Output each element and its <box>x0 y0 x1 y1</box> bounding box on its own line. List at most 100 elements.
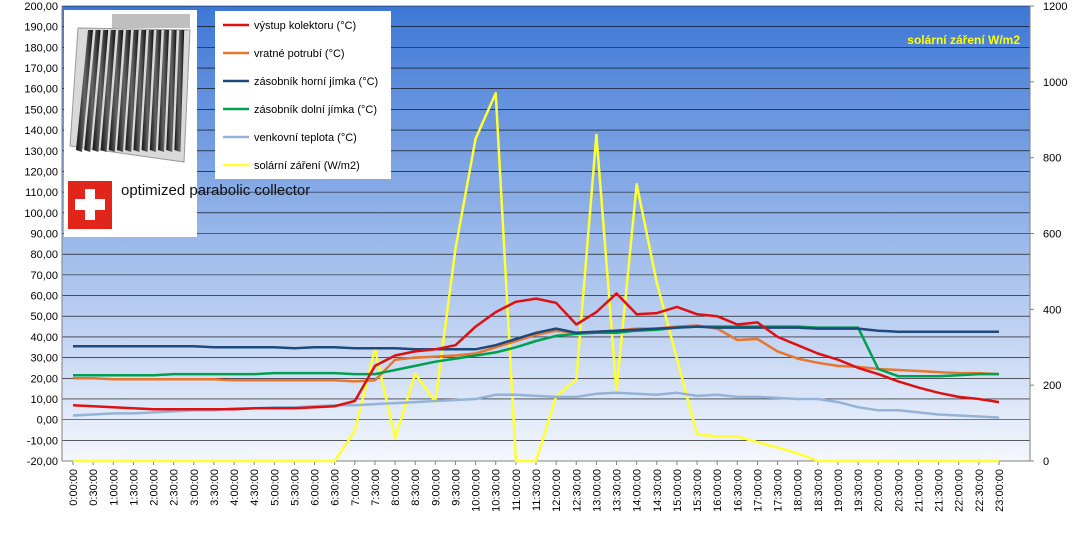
y-right-tick-label: 600 <box>1043 229 1061 241</box>
x-tick-label: 1:30:00 <box>128 469 140 506</box>
collector-tube <box>92 30 109 152</box>
y-tick-label: 30,00 <box>30 353 58 365</box>
y-tick-label: 50,00 <box>30 311 58 323</box>
x-tick-label: 16:30:00 <box>732 469 744 512</box>
legend-label: vratné potrubí (°C) <box>254 48 345 60</box>
x-axis-ticks: 0:00:00 0:30:00 1:00:00 1:30:00 2:00:00 2:30:… <box>68 461 1006 512</box>
x-tick-label: 15:00:00 <box>672 469 684 512</box>
x-tick-label: 7:00:00 <box>350 469 362 506</box>
x-tick-label: 2:30:00 <box>169 469 181 506</box>
y-right-tick-label: 200 <box>1043 380 1061 392</box>
inset-caption: optimized parabolic collector <box>121 182 310 199</box>
y-tick-label: 200,00 <box>24 1 58 13</box>
x-tick-label: 11:00:00 <box>511 469 523 511</box>
x-tick-label: 22:30:00 <box>974 469 986 512</box>
collector-tube <box>141 30 154 152</box>
inset-image: optimized parabolic collector <box>64 10 310 237</box>
collector-illustration <box>69 14 191 163</box>
x-tick-label: 18:00:00 <box>793 469 805 512</box>
y-tick-label: 180,00 <box>24 42 58 54</box>
y-tick-label: 130,00 <box>24 146 58 158</box>
x-tick-label: 21:00:00 <box>913 469 925 512</box>
x-tick-label: 11:30:00 <box>531 469 543 511</box>
legend-label: venkovní teplota (°C) <box>254 132 357 144</box>
x-tick-label: 3:00:00 <box>189 469 201 506</box>
x-tick-label: 19:00:00 <box>833 469 845 512</box>
x-tick-label: 6:00:00 <box>310 469 322 506</box>
y-right-tick-label: 1000 <box>1043 77 1067 89</box>
series-group <box>72 91 1000 463</box>
collector-tube <box>76 30 93 152</box>
legend: výstup kolektoru (°C) vratné potrubí (°C)… <box>215 11 391 179</box>
x-tick-label: 19:30:00 <box>853 469 865 512</box>
x-tick-label: 7:30:00 <box>370 469 382 506</box>
collector-tube <box>125 30 139 152</box>
collector-tube <box>174 30 185 152</box>
x-tick-label: 2:00:00 <box>149 469 161 506</box>
x-tick-label: 9:30:00 <box>450 469 462 506</box>
collector-tube <box>117 30 131 152</box>
x-tick-label: 9:00:00 <box>430 469 442 506</box>
y-right-tick-label: 800 <box>1043 153 1061 165</box>
y-tick-label: 100,00 <box>24 208 58 220</box>
x-tick-label: 5:30:00 <box>289 469 301 506</box>
x-tick-label: 12:00:00 <box>551 469 563 512</box>
y-right-axis-ticks: 1200 1000 800 600 400 200 0 <box>1030 1 1067 468</box>
y-tick-label: 190,00 <box>24 22 58 34</box>
x-tick-label: 0:30:00 <box>88 469 100 506</box>
x-tick-label: 4:30:00 <box>249 469 261 506</box>
collector-tube <box>149 30 162 152</box>
y-tick-label: 40,00 <box>30 332 58 344</box>
y-tick-label: 160,00 <box>24 84 58 96</box>
y-axis-ticks: 200,00 190,00 180,00 170,00 160,00 150,00 140,… <box>24 1 58 468</box>
x-tick-label: 16:00:00 <box>712 469 724 512</box>
x-tick-label: 8:30:00 <box>410 469 422 506</box>
series-line-vystup-kolektoru-c <box>72 292 1000 411</box>
x-tick-label: 14:30:00 <box>652 469 664 512</box>
y-tick-label: 140,00 <box>24 125 58 137</box>
collector-tube <box>133 30 147 152</box>
series-line-solarni-zareni-w-m2 <box>73 91 999 463</box>
x-tick-label: 20:00:00 <box>873 469 885 512</box>
y-right-tick-label: 400 <box>1043 304 1061 316</box>
x-tick-label: 3:30:00 <box>209 469 221 506</box>
x-tick-label: 23:00:00 <box>994 469 1006 512</box>
x-tick-label: 21:30:00 <box>934 469 946 512</box>
x-tick-label: 14:00:00 <box>632 469 644 512</box>
collector-tube <box>158 30 169 152</box>
legend-label: solární záření (W/m2) <box>254 160 360 172</box>
legend-label: výstup kolektoru (°C) <box>254 20 356 32</box>
x-tick-label: 17:00:00 <box>752 469 764 512</box>
y-tick-label: 70,00 <box>30 270 58 282</box>
collector-tube <box>84 30 101 152</box>
y-tick-label: 20,00 <box>30 373 58 385</box>
y-tick-label: 150,00 <box>24 104 58 116</box>
x-tick-label: 0:00:00 <box>68 469 80 506</box>
x-tick-label: 12:30:00 <box>571 469 583 512</box>
x-tick-label: 1:00:00 <box>108 469 120 506</box>
x-tick-label: 15:30:00 <box>692 469 704 512</box>
y-right-tick-label: 1200 <box>1043 1 1067 13</box>
y-tick-label: 0,00 <box>37 415 58 427</box>
x-tick-label: 10:30:00 <box>491 469 503 512</box>
series-line-zasobnik-horni-jimka-c <box>73 325 999 351</box>
y-tick-label: 90,00 <box>30 229 58 241</box>
x-tick-label: 17:30:00 <box>773 469 785 512</box>
x-tick-label: 18:30:00 <box>813 469 825 512</box>
y-tick-label: 120,00 <box>24 166 58 178</box>
legend-items: výstup kolektoru (°C) vratné potrubí (°C)… <box>223 20 378 172</box>
y-tick-label: -20,00 <box>27 456 58 468</box>
x-tick-label: 4:00:00 <box>229 469 241 506</box>
collector-tube <box>108 30 124 152</box>
collector-header <box>112 14 190 28</box>
y-tick-label: 170,00 <box>24 63 58 75</box>
legend-background <box>215 11 391 179</box>
x-tick-label: 13:00:00 <box>591 469 603 512</box>
collector-tube <box>166 30 177 152</box>
y-tick-label: 10,00 <box>30 394 58 406</box>
x-tick-label: 5:00:00 <box>269 469 281 506</box>
x-tick-label: 20:30:00 <box>893 469 905 512</box>
y-tick-label: 110,00 <box>25 187 58 199</box>
